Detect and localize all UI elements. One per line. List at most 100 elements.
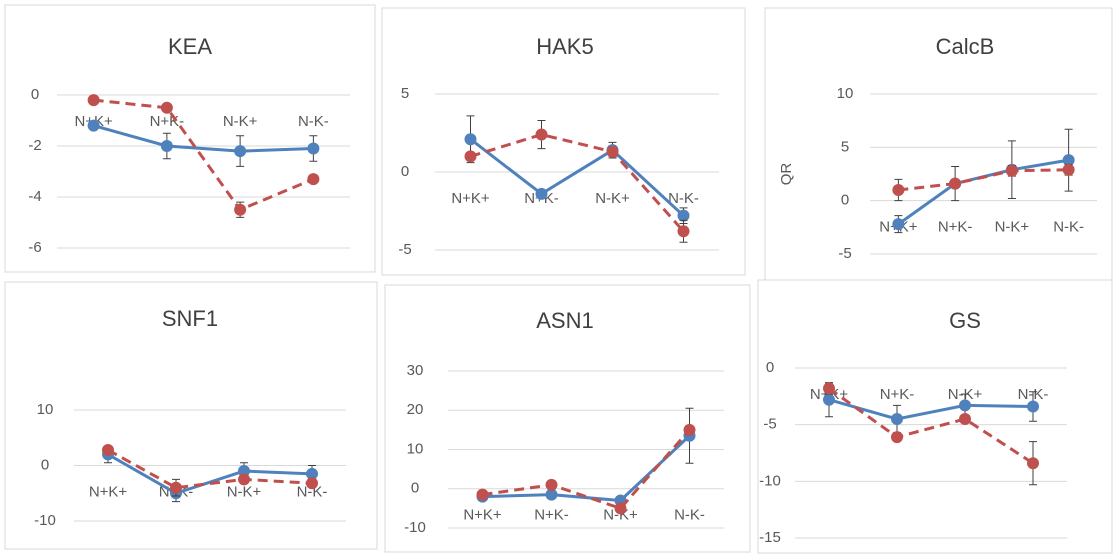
chart-title: KEA (168, 34, 212, 59)
series-line (828, 387, 1034, 465)
y-tick-label: 0 (766, 359, 774, 376)
data-point (87, 119, 100, 132)
series-line (482, 428, 691, 511)
y-tick-label: -5 (398, 241, 411, 258)
x-tick-label: N-K- (298, 113, 329, 130)
data-point (476, 488, 489, 501)
x-tick-label: N+K+ (451, 190, 490, 207)
chart-title: SNF1 (162, 306, 218, 331)
x-tick-label: N-K+ (227, 483, 262, 500)
x-tick-label: N+K+ (463, 507, 502, 524)
data-point (1062, 163, 1075, 176)
data-point (160, 101, 173, 114)
series-line (93, 98, 314, 212)
panel-border (4, 281, 378, 550)
y-tick-label: 5 (841, 138, 849, 155)
data-point (170, 481, 182, 494)
y-tick-label: -6 (28, 239, 41, 256)
data-point (234, 145, 247, 158)
data-point (307, 142, 320, 155)
data-point (606, 145, 619, 158)
data-point (677, 209, 690, 222)
y-tick-label: 20 (407, 401, 424, 418)
y-tick-label: -10 (404, 519, 426, 536)
data-point (464, 150, 477, 163)
y-tick-label: -4 (28, 188, 41, 205)
y-tick-label: 5 (401, 85, 409, 102)
x-tick-label: N+K+ (89, 483, 128, 500)
data-point (1027, 457, 1039, 470)
data-point (614, 502, 627, 515)
data-point (959, 399, 971, 412)
y-tick-label: -5 (838, 245, 851, 262)
y-tick-label: 10 (837, 85, 854, 102)
y-tick-label: -10 (759, 472, 781, 489)
data-point (823, 393, 835, 406)
data-point (535, 187, 548, 200)
data-point (464, 133, 477, 146)
data-point (892, 218, 905, 231)
series-line (469, 138, 685, 217)
series-line (482, 434, 691, 503)
x-tick-label: N-K- (674, 507, 705, 524)
chart-title: GS (949, 308, 981, 333)
data-point (891, 413, 903, 425)
y-tick-label: 0 (31, 86, 39, 103)
data-point (545, 488, 558, 501)
chart-title: CalcB (936, 34, 995, 59)
data-point (306, 467, 318, 480)
series-line (107, 448, 313, 490)
y-tick-label: -10 (34, 512, 56, 529)
y-tick-label: 0 (41, 456, 49, 473)
x-tick-label: N-K+ (995, 219, 1030, 236)
data-point (959, 413, 971, 425)
data-point (1027, 400, 1039, 413)
x-tick-label: N+K- (880, 386, 915, 403)
data-point (949, 177, 962, 190)
data-point (535, 128, 548, 141)
panel-border (4, 4, 376, 273)
x-tick-label: N-K+ (223, 113, 258, 130)
data-point (307, 173, 320, 186)
chart-title: HAK5 (536, 34, 593, 59)
series-line (93, 124, 314, 153)
y-tick-label: 30 (407, 362, 424, 379)
y-tick-label: 10 (37, 401, 54, 418)
data-point (892, 184, 905, 196)
y-tick-label: 0 (401, 163, 409, 180)
y-tick-label: 0 (411, 480, 419, 497)
y-tick-label: 10 (407, 440, 424, 457)
data-point (238, 473, 250, 486)
x-tick-label: N-K+ (595, 190, 630, 207)
x-tick-label: N-K- (668, 190, 699, 207)
data-point (1062, 154, 1075, 167)
data-point (87, 94, 100, 107)
data-point (102, 443, 114, 456)
x-tick-label: N+K- (938, 219, 973, 236)
data-point (683, 423, 696, 436)
series-line (470, 133, 685, 233)
series-line (898, 168, 1069, 192)
y-tick-label: 0 (841, 192, 849, 209)
x-tick-label: N-K- (1053, 219, 1084, 236)
series-line (828, 398, 1034, 421)
panel-border (384, 284, 751, 553)
y-tick-label: -15 (759, 529, 781, 546)
panel-border (381, 7, 746, 276)
chart-title: ASN1 (536, 308, 593, 333)
data-point (238, 465, 250, 478)
y-axis-label: QR (778, 163, 795, 186)
series-line (107, 453, 313, 495)
data-point (160, 140, 173, 152)
data-point (677, 225, 690, 238)
data-point (891, 431, 903, 444)
x-tick-label: N-K+ (603, 507, 638, 524)
data-point (1005, 164, 1018, 177)
data-point (823, 382, 835, 395)
y-tick-label: -5 (763, 416, 776, 433)
data-point (545, 478, 558, 491)
data-point (306, 477, 318, 490)
panel-border (757, 279, 1113, 554)
data-point (234, 203, 247, 216)
